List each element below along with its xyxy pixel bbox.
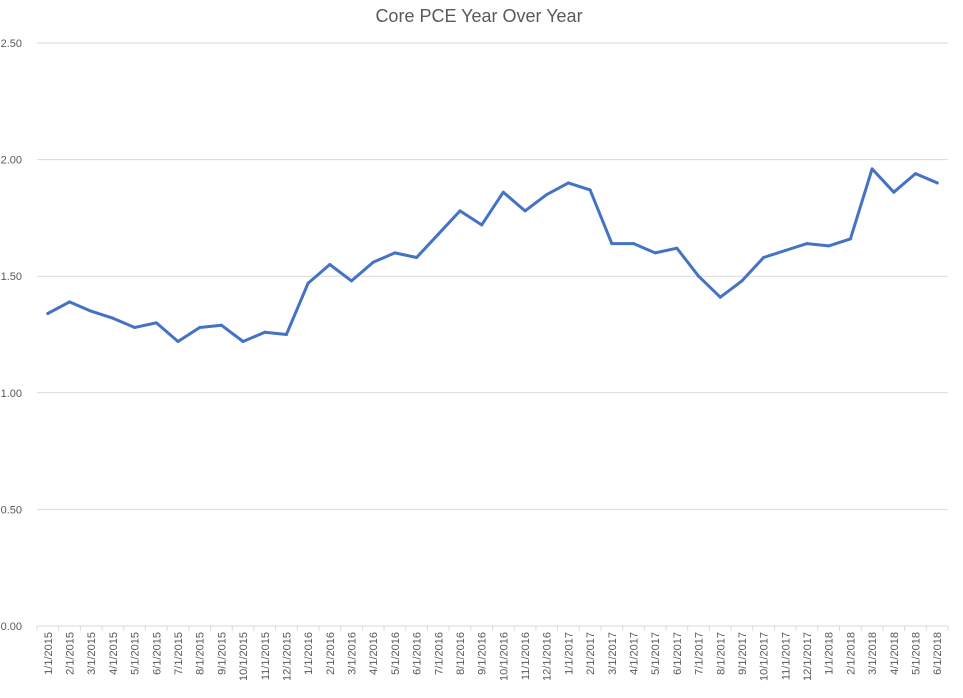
y-tick-label: 0.50 (1, 504, 22, 516)
chart-title: Core PCE Year Over Year (375, 6, 582, 26)
x-tick-label: 5/1/2018 (910, 632, 922, 675)
data-point (848, 237, 852, 241)
x-tick-label: 1/1/2015 (43, 632, 55, 675)
data-point (631, 242, 635, 246)
x-tick-label: 10/1/2015 (238, 632, 250, 681)
data-point (111, 316, 115, 320)
x-tick-label: 3/1/2015 (86, 632, 98, 675)
x-tick-label: 3/1/2017 (607, 632, 619, 675)
x-tick-label: 4/1/2015 (108, 632, 120, 675)
x-tick-label: 6/1/2017 (672, 632, 684, 675)
x-tick-label: 1/1/2016 (303, 632, 315, 675)
x-tick-label: 9/1/2017 (737, 632, 749, 675)
x-tick-label: 8/1/2015 (195, 632, 207, 675)
y-tick-label: 2.50 (1, 38, 22, 50)
x-tick-label: 5/1/2017 (650, 632, 662, 675)
data-point (241, 339, 245, 343)
data-point (545, 193, 549, 197)
data-point (263, 330, 267, 334)
data-point (566, 181, 570, 185)
data-point (458, 209, 462, 213)
x-tick-label: 11/1/2016 (520, 632, 532, 680)
x-tick-label: 1/1/2018 (824, 632, 836, 675)
x-tick-label: 8/1/2017 (715, 632, 727, 675)
x-tick-label: 2/1/2015 (65, 632, 77, 675)
x-tick-label: 7/1/2017 (694, 632, 706, 675)
x-tick-label: 11/1/2015 (260, 632, 272, 680)
series-line (46, 167, 939, 343)
x-tick-label: 11/1/2017 (780, 632, 792, 680)
data-point (350, 279, 354, 283)
data-point (328, 263, 332, 267)
x-tick-label: 6/1/2015 (151, 632, 163, 675)
x-tick-label: 2/1/2018 (845, 632, 857, 675)
data-point (913, 172, 917, 176)
data-point (68, 300, 72, 304)
y-tick-label: 0.00 (1, 621, 22, 633)
data-point (198, 326, 202, 330)
data-point (870, 167, 874, 171)
data-point (827, 244, 831, 248)
data-point (610, 242, 614, 246)
data-point (523, 209, 527, 213)
x-tick-label: 9/1/2015 (216, 632, 228, 675)
x-tick-label: 2/1/2016 (325, 632, 337, 675)
data-point (697, 274, 701, 278)
data-point (718, 295, 722, 299)
x-tick-label: 3/1/2016 (347, 632, 359, 675)
x-tick-label: 12/1/2015 (281, 632, 293, 681)
data-point (133, 326, 137, 330)
data-point (154, 321, 158, 325)
x-tick-label: 4/1/2018 (889, 632, 901, 675)
data-point (415, 256, 419, 260)
gridlines (37, 42, 948, 627)
data-point (805, 242, 809, 246)
x-tick-label: 4/1/2017 (628, 632, 640, 675)
data-point (501, 190, 505, 194)
data-point (762, 256, 766, 260)
y-tick-label: 1.00 (1, 388, 22, 400)
x-tick-label: 2/1/2017 (585, 632, 597, 675)
data-point (219, 323, 223, 327)
x-tick-label: 5/1/2015 (130, 632, 142, 675)
x-tick-label: 4/1/2016 (368, 632, 380, 675)
data-point (588, 188, 592, 192)
y-axis-ticks: 0.00 0.50 1.00 1.50 2.00 2.50 (1, 38, 22, 633)
data-point (89, 309, 93, 313)
data-point (675, 246, 679, 250)
data-point (284, 333, 288, 336)
data-point (783, 249, 787, 253)
x-tick-label: 9/1/2016 (477, 632, 489, 675)
data-point (306, 281, 310, 285)
x-tick-label: 10/1/2016 (498, 632, 510, 681)
x-tick-label: 6/1/2018 (932, 632, 944, 675)
data-point (892, 190, 896, 194)
y-tick-label: 1.50 (1, 271, 22, 283)
data-point (480, 223, 484, 227)
data-point (653, 251, 657, 255)
x-tick-label: 7/1/2016 (433, 632, 445, 675)
x-tick-label: 3/1/2018 (867, 632, 879, 675)
x-tick-label: 12/1/2016 (542, 632, 554, 681)
data-point (393, 251, 397, 255)
x-tick-label: 7/1/2015 (173, 632, 185, 675)
x-tick-label: 8/1/2016 (455, 632, 467, 675)
data-point (935, 181, 939, 185)
x-tick-label: 5/1/2016 (390, 632, 402, 675)
data-point (436, 232, 440, 236)
data-points (46, 167, 939, 343)
x-tick-label: 6/1/2016 (412, 632, 424, 675)
data-point (371, 260, 375, 264)
x-axis-ticks: 1/1/2015 2/1/2015 3/1/2015 4/1/2015 5/1/2015… (36, 626, 949, 681)
x-tick-label: 10/1/2017 (759, 632, 771, 681)
y-tick-label: 2.00 (1, 155, 22, 167)
x-tick-label: 12/1/2017 (802, 632, 814, 681)
data-point (46, 312, 50, 316)
data-point (176, 339, 180, 343)
series-layer (46, 167, 939, 343)
x-tick-label: 1/1/2017 (563, 632, 575, 675)
data-point (740, 279, 744, 283)
